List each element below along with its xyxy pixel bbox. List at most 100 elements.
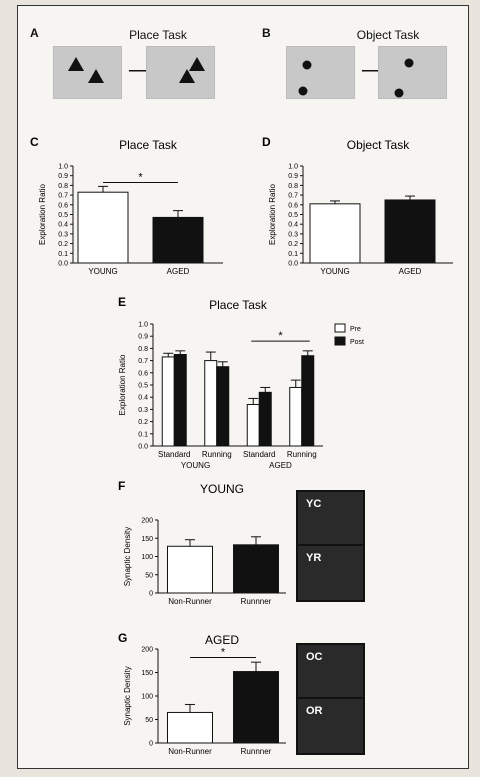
y-tick-label: 0.7 [58,193,68,200]
y-tick-label: 0.8 [58,183,68,190]
y-tick-label: 100 [141,694,153,701]
x-tick-label: Standard [243,450,275,459]
place-arena-before [53,46,122,99]
y-tick-label: 0.3 [288,231,298,238]
y-tick-label: 0.2 [138,419,148,426]
y-tick-label: 0.5 [138,383,148,390]
bar-pre-0 [161,356,175,447]
y-tick-label: 0.9 [288,173,298,180]
place-arena-after [146,46,215,99]
x-tick-label: Runnner [241,747,272,756]
panel-f-label: F [118,479,125,493]
circle-icon [302,60,312,70]
y-tick-label: 1.0 [138,322,148,329]
x-tick-label: Runnner [241,597,272,606]
y-tick-label: 0.8 [138,346,148,353]
y-tick-label: 0 [149,741,153,748]
circle-icon [404,58,414,68]
significance-star: * [138,171,143,183]
chart-d-title: Object Task [347,138,410,152]
y-axis-label-g: Synaptic Density [123,666,132,726]
circle-icon [394,88,404,98]
y-axis-label-f: Synaptic Density [123,527,132,587]
bar-post-2 [258,391,272,447]
bar-post-3 [301,355,315,447]
y-tick-label: 0.6 [58,202,68,209]
legend-swatch-pre [334,323,346,333]
bar-post-1 [216,366,230,447]
micrograph-yr-label: YR [306,552,322,564]
micrograph-yr: YR [296,544,365,602]
micrograph-yc-label: YC [306,498,322,510]
panel-b-label: B [262,26,271,40]
y-tick-label: 0.3 [58,231,68,238]
micrograph-yc: YC [296,490,365,548]
y-tick-label: 200 [141,647,153,654]
chart-c: C Place Task 0.0 0.1 0.2 0.3 0.4 0.5 0.6 0.7 0.8 0.… [30,135,453,756]
y-tick-label: 0.8 [288,183,298,190]
y-tick-label: 0.4 [58,222,68,229]
bar-young [309,203,361,264]
panel-c-label: C [30,135,39,149]
y-tick-label: 0.0 [138,444,148,451]
bar-pre-3 [289,386,303,447]
y-tick-label: 0.9 [58,173,68,180]
micrograph-oc: OC [296,643,365,701]
y-tick-label: 0.6 [288,202,298,209]
group-label-aged: AGED [269,461,292,470]
y-tick-label: 0.7 [138,358,148,365]
y-tick-label: 0.2 [58,241,68,248]
y-tick-label: 0.9 [138,334,148,341]
x-tick-label: Non-Runner [168,747,212,756]
legend-label-post: Post [350,339,364,346]
object-arena-before [286,46,355,99]
y-tick-label: 0.3 [138,407,148,414]
y-tick-label: 0.5 [58,212,68,219]
y-tick-label: 150 [141,670,153,677]
y-tick-label: 0.4 [288,222,298,229]
panel-a-title: Place Task [129,28,187,42]
triangle-icon [88,69,104,83]
bar-post-0 [173,354,187,447]
micrograph-oc-label: OC [306,651,323,663]
x-tick-label: YOUNG [88,267,117,276]
panel-d-label: D [262,135,271,149]
triangle-icon [179,69,195,83]
bar-non-runner [167,711,213,744]
micrograph-or-label: OR [306,705,323,717]
triangle-icon [68,57,84,71]
x-tick-label: AGED [399,267,422,276]
object-arena-after-shapes [394,58,414,98]
y-tick-label: 0 [149,591,153,598]
panel-a-label: A [30,26,39,40]
y-axis-label-d: Exploration Ratio [268,183,277,244]
chart-e-title: Place Task [209,298,268,312]
y-tick-label: 1.0 [288,164,298,171]
object-arena-after [378,46,447,99]
y-tick-label: 0.6 [138,370,148,377]
bar-pre-2 [246,404,260,447]
y-tick-label: 0.0 [288,261,298,268]
y-tick-label: 50 [145,572,153,579]
y-tick-label: 0.1 [58,251,68,258]
x-tick-label: Standard [158,450,190,459]
x-tick-label: Running [202,450,232,459]
panel-b-title: Object Task [356,28,420,42]
y-axis-label-e: Exploration Ratio [118,354,127,415]
figure-frame: A Place Task ⟶ B Object Task ⟶ C Place Ta… [17,5,469,769]
significance-star: * [278,330,283,342]
bar-runnner [233,671,279,744]
circle-icon [298,86,308,96]
right-arrow-icon: ⟶ [128,63,151,80]
y-tick-label: 0.4 [138,395,148,402]
y-tick-label: 0.2 [288,241,298,248]
bar-aged [152,216,204,264]
y-tick-label: 0.1 [288,251,298,258]
y-tick-label: 1.0 [58,164,68,171]
chart-g-title: AGED [205,633,239,647]
bar-aged [384,199,436,264]
bar-pre-1 [204,360,218,447]
x-tick-label: Non-Runner [168,597,212,606]
chart-f-title: YOUNG [200,482,244,496]
panel-g-label: G [118,631,127,645]
